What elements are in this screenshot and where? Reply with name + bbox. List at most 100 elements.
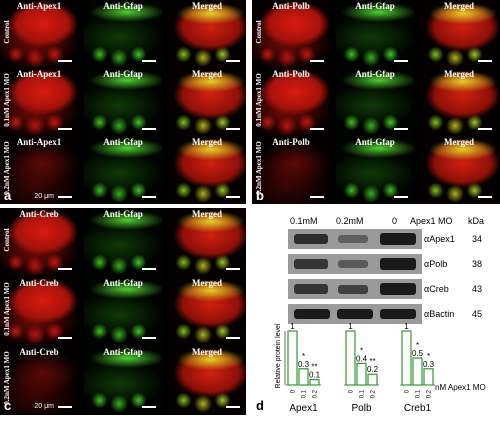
channel-label: Merged bbox=[192, 137, 222, 147]
sig-mark-polb-1: * bbox=[360, 346, 363, 355]
tick-label-apex1-1: 0.1 bbox=[302, 389, 308, 398]
lane-label-mo: Apex1 MO bbox=[410, 216, 453, 226]
blot-creb bbox=[288, 279, 422, 299]
row-label: Control bbox=[3, 20, 11, 44]
band-label-bactin: αBactin bbox=[424, 309, 455, 319]
band-label-creb: αCreb bbox=[424, 284, 449, 294]
panel-a-apex1-02: Anti-Apex1 20 μm bbox=[0, 136, 78, 204]
bar-polb-1 bbox=[356, 362, 367, 386]
channel-label: Merged bbox=[444, 137, 474, 147]
lane-label-3: 0 bbox=[392, 216, 398, 226]
panel-b-merged-control: Merged bbox=[420, 0, 498, 68]
channel-label: Anti-Polb bbox=[272, 69, 310, 79]
band-label-polb: αPolb bbox=[424, 259, 448, 269]
panel-a: Anti-Apex1 Anti-Gfap Merged Anti-Apex1 A… bbox=[0, 0, 246, 204]
channel-label: Anti-Gfap bbox=[103, 69, 143, 79]
channel-label: Anti-Gfap bbox=[355, 137, 395, 147]
panel-b-polb-02: Anti-Polb bbox=[252, 136, 330, 204]
tick-label-creb1-1: 0.1 bbox=[416, 389, 422, 398]
tick-label-polb-1: 0.1 bbox=[360, 389, 366, 398]
channel-label: Merged bbox=[444, 1, 474, 11]
row-label: 0.1nM Apex1 MO bbox=[3, 73, 11, 127]
value-label-polb-2: 0.2 bbox=[367, 365, 379, 374]
row-label: 0.1nM Apex1 MO bbox=[255, 73, 263, 127]
channel-label: Anti-Gfap bbox=[103, 209, 143, 219]
channel-label: Anti-Gfap bbox=[103, 347, 143, 357]
blot-apex1 bbox=[288, 229, 422, 249]
value-label-apex1-2: 0.1 bbox=[309, 371, 321, 380]
lane-label-2: 0.2mM bbox=[336, 216, 364, 226]
row-label: Control bbox=[3, 228, 11, 252]
tick-label-polb-0: 0 bbox=[349, 389, 355, 393]
panel-a-merged-control: Merged bbox=[168, 0, 246, 68]
panel-b-gfap-02: Anti-Gfap bbox=[336, 136, 414, 204]
kda-value-apex1: 34 bbox=[472, 234, 483, 244]
sig-mark-creb1-2: * bbox=[427, 352, 430, 361]
panel-c-gfap-control: Anti-Gfap bbox=[84, 208, 162, 276]
scale-text: 20 μm bbox=[34, 403, 54, 410]
panel-a-apex1-01: Anti-Apex1 bbox=[0, 68, 78, 136]
channel-label: Merged bbox=[192, 1, 222, 11]
row-label: Control bbox=[255, 20, 263, 44]
value-label-creb1-2: 0.3 bbox=[423, 360, 435, 369]
channel-label: Anti-Apex1 bbox=[16, 69, 62, 79]
tick-label-polb-2: 0.2 bbox=[371, 389, 377, 398]
sig-mark-apex1-1: * bbox=[302, 352, 305, 361]
bar-polb-2 bbox=[367, 373, 378, 386]
sig-mark-polb-2: ** bbox=[369, 357, 375, 366]
panel-b-gfap-control: Anti-Gfap bbox=[336, 0, 414, 68]
blot-polb bbox=[288, 254, 422, 274]
panel-c-merged-02: Merged bbox=[168, 346, 246, 414]
sig-mark-creb1-1: * bbox=[416, 341, 419, 350]
channel-label: Anti-Gfap bbox=[103, 278, 143, 288]
channel-label: Anti-Gfap bbox=[355, 1, 395, 11]
value-label-apex1-0: 1 bbox=[290, 322, 295, 331]
panel-a-gfap-control: Anti-Gfap bbox=[84, 0, 162, 68]
tick-label-apex1-0: 0 bbox=[291, 389, 297, 393]
panel-b-merged-01: Merged bbox=[420, 68, 498, 136]
channel-label: Merged bbox=[192, 69, 222, 79]
group-label-creb1: Creb1 bbox=[404, 403, 432, 414]
tick-label-creb1-0: 0 bbox=[405, 389, 411, 393]
kda-value-polb: 38 bbox=[472, 259, 483, 269]
channel-label: Anti-Gfap bbox=[355, 69, 395, 79]
bar-creb1-0 bbox=[401, 330, 412, 386]
channel-label: Merged bbox=[192, 209, 222, 219]
value-label-polb-0: 1 bbox=[348, 322, 353, 331]
panel-b-polb-01: Anti-Polb bbox=[252, 68, 330, 136]
kda-value-creb: 43 bbox=[472, 284, 483, 294]
y-axis-label: Relative protein level bbox=[275, 323, 282, 388]
bar-apex1-0 bbox=[287, 330, 298, 386]
channel-label: Anti-Polb bbox=[272, 1, 310, 11]
panel-a-gfap-02: Anti-Gfap bbox=[84, 136, 162, 204]
channel-label: Anti-Apex1 bbox=[16, 1, 62, 11]
panel-label-a: a bbox=[4, 188, 12, 203]
panel-b-gfap-01: Anti-Gfap bbox=[336, 68, 414, 136]
sig-mark-apex1-2: ** bbox=[311, 363, 317, 372]
x-axis-label: nM Apex1 MO bbox=[435, 383, 486, 392]
relative-protein-chart: Relative protein level nM Apex1 MO 1 0 0.3… bbox=[275, 322, 486, 414]
blot-bactin bbox=[288, 304, 422, 324]
bar-creb1-1 bbox=[412, 357, 423, 386]
panel-label-d: d bbox=[256, 398, 264, 413]
channel-label: Anti-Creb bbox=[19, 347, 59, 357]
panel-b-merged-02: Merged bbox=[420, 136, 498, 204]
channel-label: Anti-Creb bbox=[19, 278, 59, 288]
band-label-apex1: αApex1 bbox=[424, 234, 455, 244]
panel-a-apex1-control: Anti-Apex1 bbox=[0, 0, 78, 68]
tick-label-apex1-2: 0.2 bbox=[313, 389, 319, 398]
panel-c-gfap-02: Anti-Gfap bbox=[84, 346, 162, 414]
lane-label-1: 0.1mM bbox=[290, 216, 318, 226]
bar-apex1-2 bbox=[309, 378, 320, 386]
bar-creb1-2 bbox=[423, 368, 434, 386]
panel-a-merged-02: Merged bbox=[168, 136, 246, 204]
panel-label-c: c bbox=[4, 398, 12, 413]
channel-label: Merged bbox=[444, 69, 474, 79]
channel-label: Anti-Apex1 bbox=[16, 137, 62, 147]
channel-label: Anti-Gfap bbox=[103, 1, 143, 11]
kda-value-bactin: 45 bbox=[472, 309, 483, 319]
panel-c-creb-02: Anti-Creb 20 μm bbox=[0, 346, 78, 414]
kda-header: kDa bbox=[468, 216, 485, 226]
panel-c-merged-01: Merged bbox=[168, 277, 246, 345]
bar-polb-0 bbox=[345, 330, 356, 386]
